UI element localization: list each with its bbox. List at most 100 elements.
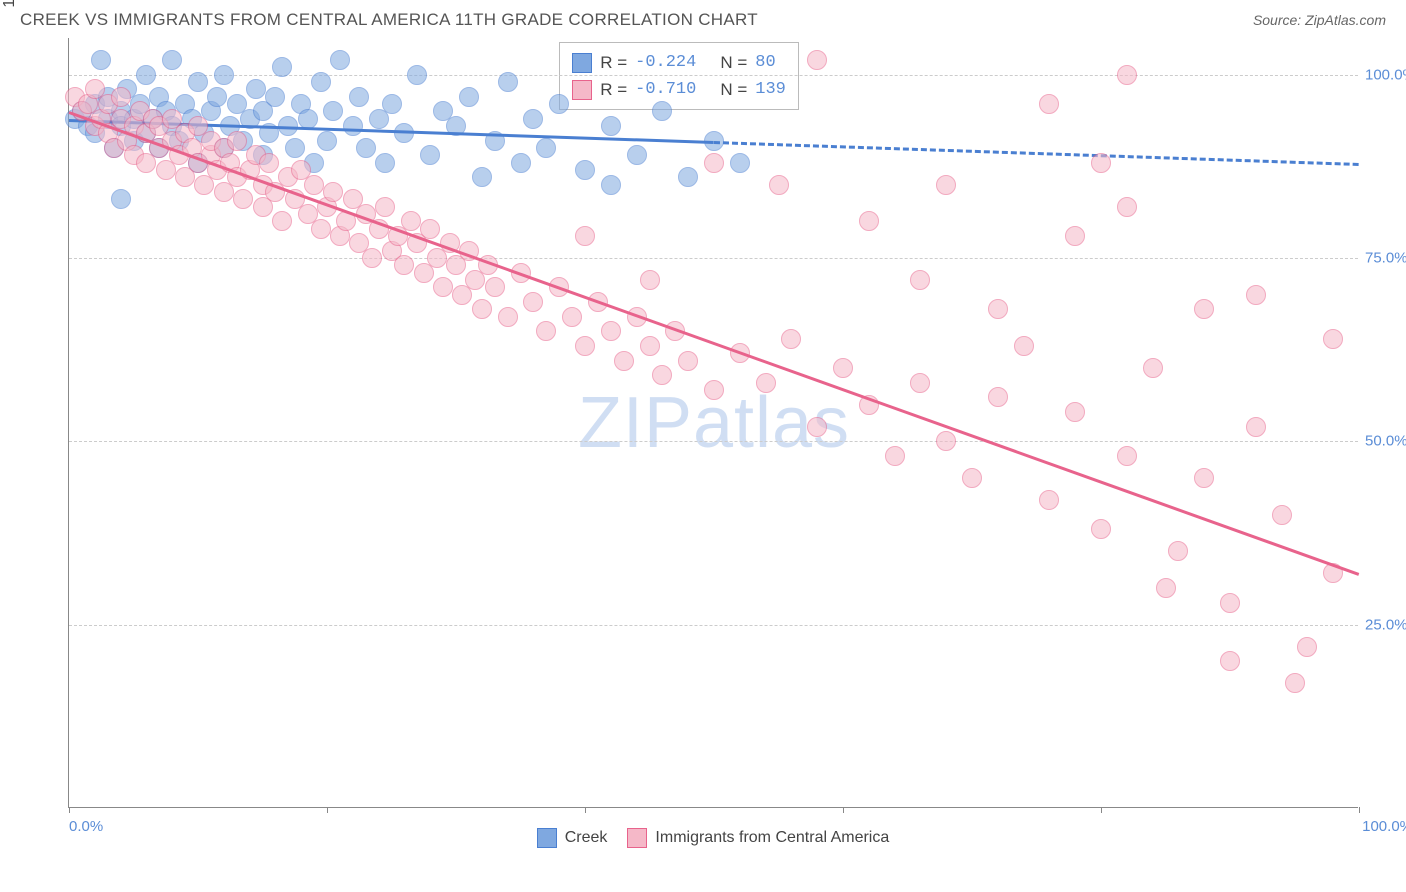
legend-row-immigrants: R =-0.710N = 139	[572, 76, 786, 103]
y-axis-label: 11th Grade	[1, 0, 19, 8]
scatter-point-creek	[111, 189, 131, 209]
scatter-point-immigrants	[1091, 153, 1111, 173]
scatter-point-immigrants	[807, 417, 827, 437]
scatter-point-immigrants	[1220, 593, 1240, 613]
chart-header: CREEK VS IMMIGRANTS FROM CENTRAL AMERICA…	[0, 0, 1406, 38]
legend-r-label: R =	[600, 49, 627, 76]
gridline	[69, 75, 1358, 76]
scatter-point-immigrants	[652, 365, 672, 385]
scatter-point-immigrants	[536, 321, 556, 341]
scatter-point-immigrants	[1014, 336, 1034, 356]
scatter-point-immigrants	[1156, 578, 1176, 598]
x-tick	[327, 807, 328, 813]
scatter-point-creek	[298, 109, 318, 129]
scatter-point-creek	[214, 65, 234, 85]
scatter-point-immigrants	[640, 270, 660, 290]
scatter-point-immigrants	[807, 50, 827, 70]
scatter-point-creek	[162, 50, 182, 70]
scatter-point-immigrants	[575, 336, 595, 356]
scatter-point-creek	[136, 65, 156, 85]
scatter-point-immigrants	[394, 255, 414, 275]
legend-r-label: R =	[600, 76, 627, 103]
legend-n-value-creek: 80	[755, 49, 775, 76]
scatter-point-immigrants	[1143, 358, 1163, 378]
scatter-point-creek	[407, 65, 427, 85]
x-axis-max-label: 100.0%	[1362, 818, 1406, 835]
scatter-point-creek	[472, 167, 492, 187]
legend-n-label: N =	[720, 49, 747, 76]
legend-row-creek: R =-0.224N = 80	[572, 49, 786, 76]
scatter-point-immigrants	[259, 153, 279, 173]
scatter-point-creek	[323, 101, 343, 121]
scatter-point-immigrants	[614, 351, 634, 371]
scatter-point-immigrants	[272, 211, 292, 231]
scatter-point-immigrants	[962, 468, 982, 488]
scatter-point-immigrants	[1117, 446, 1137, 466]
scatter-point-creek	[536, 138, 556, 158]
scatter-point-immigrants	[1246, 285, 1266, 305]
x-tick	[843, 807, 844, 813]
chart-title: CREEK VS IMMIGRANTS FROM CENTRAL AMERICA…	[20, 10, 758, 30]
series-legend-item-immigrants: Immigrants from Central America	[627, 828, 889, 848]
scatter-point-creek	[549, 94, 569, 114]
series-legend-item-creek: Creek	[537, 828, 608, 848]
scatter-point-immigrants	[1194, 468, 1214, 488]
scatter-point-immigrants	[420, 219, 440, 239]
trend-line	[714, 141, 1359, 166]
scatter-point-immigrants	[988, 299, 1008, 319]
scatter-point-immigrants	[988, 387, 1008, 407]
scatter-point-immigrants	[233, 189, 253, 209]
scatter-point-immigrants	[498, 307, 518, 327]
scatter-point-immigrants	[433, 277, 453, 297]
scatter-point-creek	[272, 57, 292, 77]
scatter-point-creek	[311, 72, 331, 92]
scatter-point-creek	[730, 153, 750, 173]
scatter-point-creek	[317, 131, 337, 151]
scatter-point-immigrants	[910, 270, 930, 290]
y-tick-label: 75.0%	[1365, 250, 1406, 267]
scatter-point-immigrants	[781, 329, 801, 349]
scatter-point-immigrants	[311, 219, 331, 239]
series-label-immigrants: Immigrants from Central America	[655, 829, 889, 847]
scatter-point-creek	[375, 153, 395, 173]
scatter-point-immigrants	[362, 248, 382, 268]
scatter-point-immigrants	[859, 211, 879, 231]
scatter-point-immigrants	[1039, 94, 1059, 114]
scatter-point-immigrants	[640, 336, 660, 356]
scatter-point-immigrants	[1246, 417, 1266, 437]
scatter-point-immigrants	[227, 131, 247, 151]
legend-r-value-immigrants: -0.710	[635, 76, 696, 103]
scatter-point-immigrants	[485, 277, 505, 297]
scatter-point-immigrants	[472, 299, 492, 319]
scatter-point-immigrants	[1297, 637, 1317, 657]
series-swatch-creek	[537, 828, 557, 848]
scatter-point-immigrants	[1065, 226, 1085, 246]
scatter-point-immigrants	[401, 211, 421, 231]
scatter-point-creek	[285, 138, 305, 158]
scatter-point-immigrants	[885, 446, 905, 466]
scatter-point-immigrants	[936, 175, 956, 195]
scatter-point-creek	[188, 72, 208, 92]
scatter-point-creek	[265, 87, 285, 107]
y-tick-label: 25.0%	[1365, 616, 1406, 633]
scatter-point-creek	[601, 116, 621, 136]
scatter-point-immigrants	[936, 431, 956, 451]
scatter-point-immigrants	[1117, 65, 1137, 85]
scatter-point-creek	[459, 87, 479, 107]
scatter-point-immigrants	[575, 226, 595, 246]
scatter-point-immigrants	[1117, 197, 1137, 217]
trend-line	[68, 111, 1359, 576]
scatter-point-creek	[420, 145, 440, 165]
scatter-point-immigrants	[111, 87, 131, 107]
correlation-legend: R =-0.224N = 80R =-0.710N = 139	[559, 42, 799, 110]
scatter-point-creek	[511, 153, 531, 173]
y-tick-label: 100.0%	[1365, 66, 1406, 83]
scatter-point-immigrants	[910, 373, 930, 393]
scatter-point-immigrants	[1272, 505, 1292, 525]
scatter-point-immigrants	[1091, 519, 1111, 539]
x-tick	[1359, 807, 1360, 813]
y-tick-label: 50.0%	[1365, 433, 1406, 450]
series-legend: Creek Immigrants from Central America	[68, 828, 1358, 848]
scatter-point-immigrants	[1039, 490, 1059, 510]
gridline	[69, 258, 1358, 259]
